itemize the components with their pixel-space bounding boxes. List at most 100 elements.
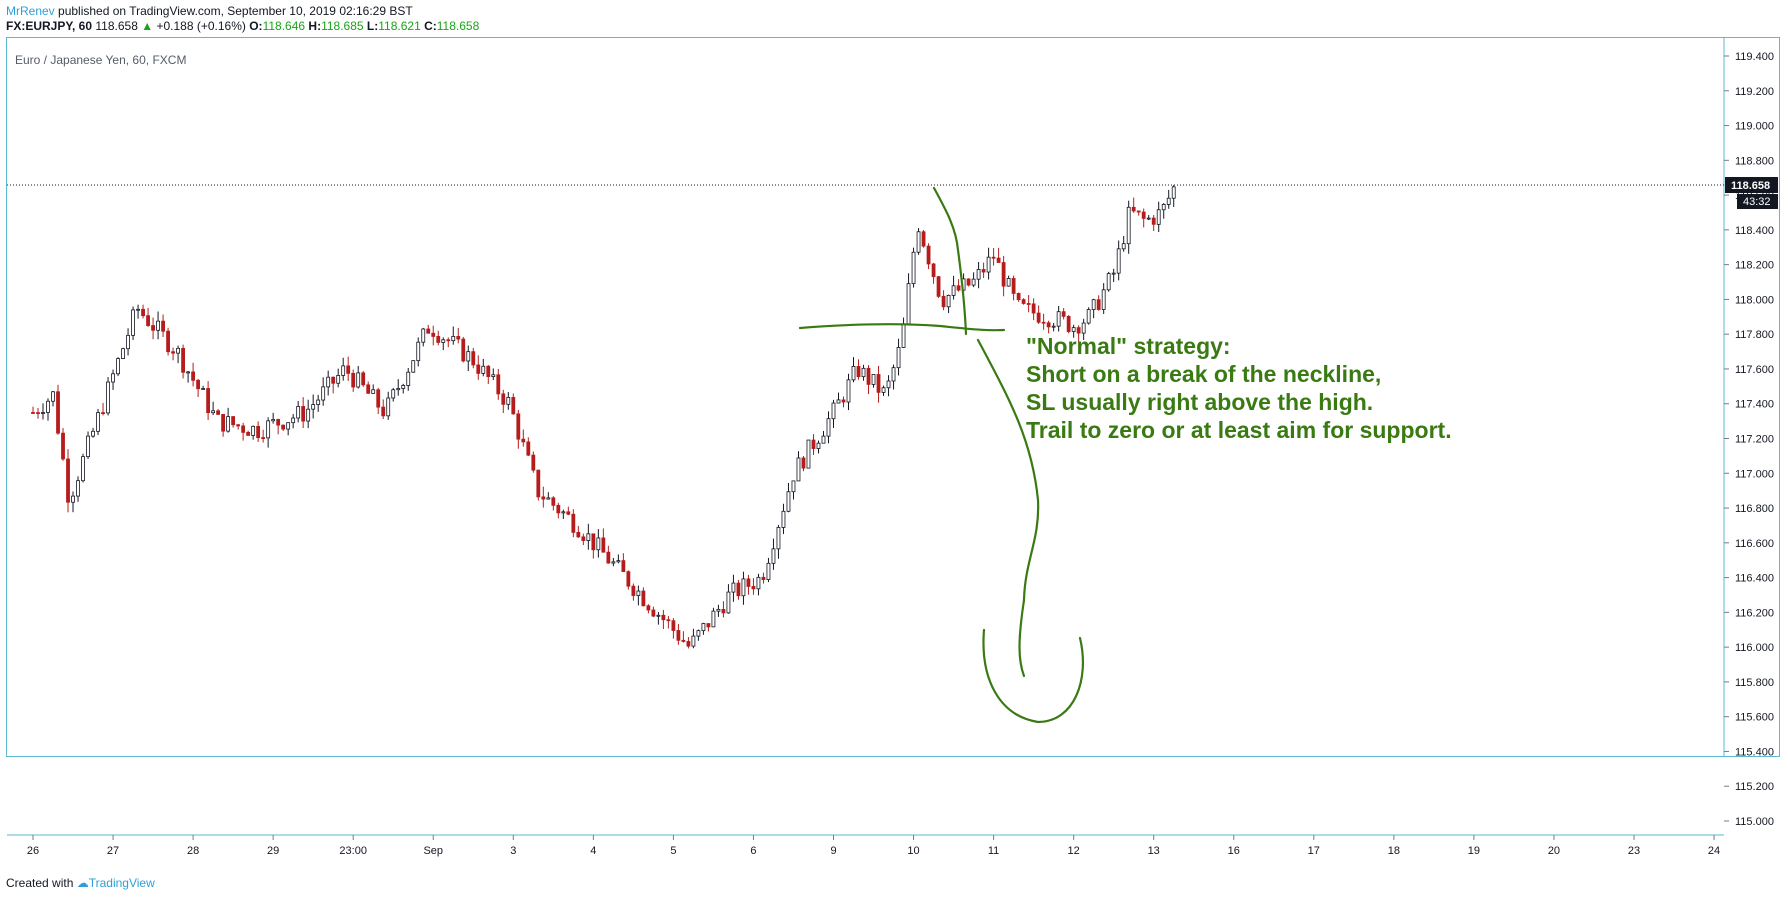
- candle-body: [1166, 197, 1171, 205]
- target-curve-drawing[interactable]: [976, 338, 1040, 678]
- candle-body: [986, 256, 991, 273]
- price-tick-label: 116.600: [1735, 538, 1774, 550]
- author-link[interactable]: MrRenev: [6, 4, 55, 18]
- candle-body: [71, 495, 75, 503]
- candle-body: [551, 497, 556, 506]
- candle-body: [926, 245, 931, 265]
- candle-body: [1051, 325, 1056, 328]
- candle-body: [686, 641, 691, 647]
- candle-body: [371, 389, 376, 394]
- candle-body: [716, 608, 721, 612]
- price-tick-label: 117.800: [1735, 329, 1774, 341]
- annotation-line: "Normal" strategy:: [1026, 333, 1231, 359]
- candle-body: [286, 422, 291, 430]
- price-tick-label: 116.400: [1735, 573, 1774, 585]
- time-tick-label: 18: [1388, 845, 1400, 857]
- candle-body: [451, 335, 456, 342]
- candle-body: [536, 469, 541, 498]
- price-tick-label: 115.400: [1735, 746, 1774, 758]
- candle-body: [46, 400, 50, 413]
- candle-body: [401, 385, 406, 389]
- candle-body: [81, 456, 85, 482]
- candle-body: [1136, 210, 1141, 213]
- price-axis[interactable]: 119.400119.200119.000118.800118.600118.4…: [1724, 51, 1774, 828]
- candle-body: [666, 619, 671, 622]
- candle-body: [466, 351, 471, 362]
- candle-body: [221, 414, 226, 432]
- candle-body: [136, 308, 140, 311]
- candle-body: [86, 435, 90, 458]
- price-tick-label: 116.200: [1735, 607, 1774, 619]
- candle-body: [1026, 303, 1031, 305]
- time-axis[interactable]: 26 27 28 29 23:00 Sep 3 4 5 6 9 10 11 12 13 16 17 18 19 20 2…: [27, 835, 1720, 857]
- time-tick-label: 26: [27, 845, 39, 857]
- candle-body: [496, 374, 501, 395]
- candle-body: [501, 393, 506, 405]
- candle-body: [566, 511, 571, 515]
- price-tick-label: 118.200: [1735, 260, 1774, 272]
- candle-body: [976, 269, 981, 280]
- candle-body: [396, 388, 401, 391]
- candle-body: [796, 457, 801, 482]
- candle-body: [191, 371, 196, 381]
- candle-body: [461, 338, 466, 362]
- chart-frame[interactable]: [6, 37, 1780, 757]
- created-with: Created with: [6, 876, 74, 890]
- time-tick-label: 19: [1468, 845, 1480, 857]
- candle-body: [1141, 211, 1146, 219]
- price-tick-label: 117.400: [1735, 399, 1774, 411]
- candle-body: [291, 417, 296, 424]
- time-tick-label: 27: [107, 845, 119, 857]
- candle-body: [916, 231, 921, 253]
- candle-body: [1056, 311, 1061, 327]
- candle-body: [806, 439, 811, 469]
- candle-body: [171, 351, 175, 354]
- candle-body: [526, 441, 531, 456]
- candle-body: [421, 328, 426, 343]
- annotation-line: Trail to zero or at least aim for suppor…: [1026, 417, 1452, 443]
- candle-body: [321, 386, 326, 401]
- candle-body: [511, 397, 516, 415]
- price-tick-label: 115.000: [1735, 816, 1774, 828]
- price-tick-label: 116.000: [1735, 642, 1774, 654]
- high-label: H:: [308, 19, 322, 33]
- candle-body: [1101, 289, 1106, 310]
- candle-body: [626, 571, 631, 587]
- candle-body: [121, 348, 125, 359]
- price-tick-label: 115.800: [1735, 677, 1774, 689]
- candle-body: [741, 578, 746, 597]
- candle-body: [861, 367, 866, 378]
- tradingview-link[interactable]: TradingView: [88, 876, 155, 890]
- candle-body: [631, 585, 636, 596]
- candle-body: [91, 430, 95, 437]
- annotation-text[interactable]: "Normal" strategy:Short on a break of th…: [1026, 333, 1452, 443]
- neckline-drawing[interactable]: [798, 323, 1006, 332]
- candle-body: [376, 389, 381, 408]
- price-tick-label: 117.000: [1735, 468, 1774, 480]
- candle-body: [1046, 322, 1051, 328]
- candle-body: [546, 497, 551, 500]
- low-label: L:: [366, 19, 379, 33]
- candle-body: [596, 537, 601, 551]
- candle-body: [731, 582, 736, 593]
- candle-body: [706, 623, 711, 628]
- candle-body: [261, 437, 266, 440]
- candle-body: [956, 285, 961, 291]
- candle-body: [161, 320, 165, 332]
- candle-body: [1021, 299, 1026, 304]
- price-tick-label: 119.200: [1735, 86, 1774, 98]
- time-tick-label: 13: [1148, 845, 1160, 857]
- candle-body: [601, 537, 606, 553]
- candle-body: [866, 367, 871, 385]
- candle-body: [131, 309, 135, 336]
- candle-body: [661, 614, 666, 621]
- candle-body: [106, 381, 110, 414]
- candle-body: [506, 397, 511, 405]
- candle-body: [751, 586, 756, 590]
- drawings[interactable]: [798, 186, 1084, 724]
- candle-body: [581, 536, 586, 541]
- target-loop-drawing[interactable]: [982, 628, 1084, 724]
- arrow-down-drawing[interactable]: [932, 186, 968, 336]
- price-tick-label: 118.800: [1735, 155, 1774, 167]
